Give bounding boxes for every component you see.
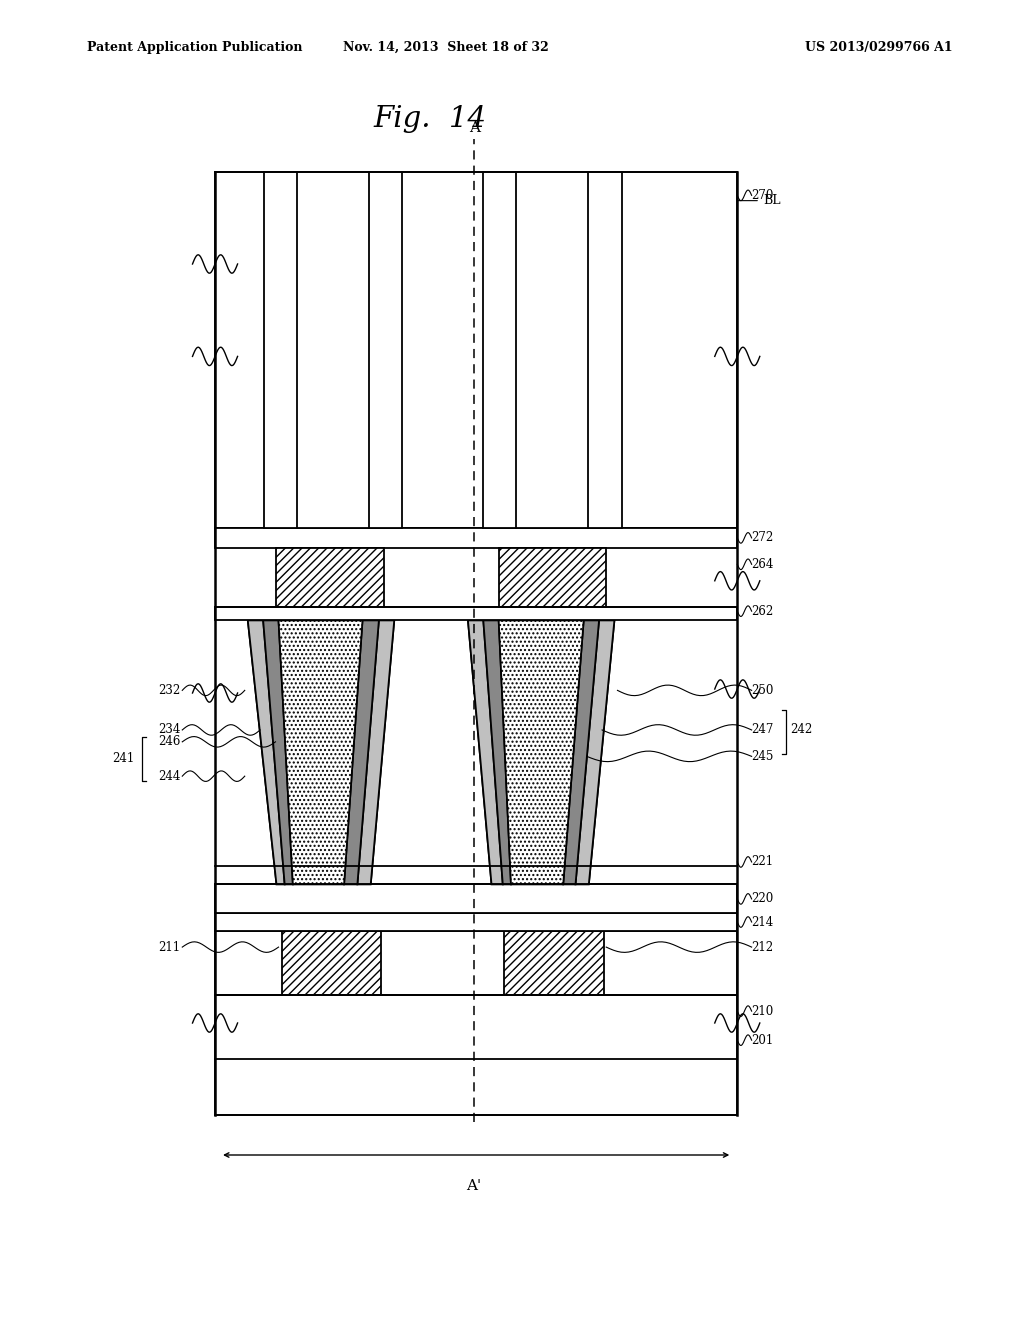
Text: Patent Application Publication: Patent Application Publication	[87, 41, 302, 54]
Bar	[215, 620, 737, 884]
Polygon shape	[248, 620, 285, 884]
Polygon shape	[499, 620, 584, 884]
Bar	[215, 931, 737, 995]
Bar	[215, 607, 737, 620]
Text: 272: 272	[752, 532, 774, 544]
Text: 250: 250	[752, 684, 774, 697]
Text: 212: 212	[752, 941, 774, 953]
Polygon shape	[263, 620, 293, 884]
Bar	[215, 913, 737, 931]
Text: 270: 270	[752, 189, 774, 202]
Bar	[264, 172, 402, 528]
Text: US 2013/0299766 A1: US 2013/0299766 A1	[805, 41, 952, 54]
Text: 221: 221	[752, 855, 774, 869]
Text: 264: 264	[752, 558, 774, 570]
Text: 247: 247	[752, 723, 774, 737]
Bar	[215, 528, 737, 548]
Bar	[499, 548, 606, 607]
Bar	[282, 931, 381, 995]
Text: 244: 244	[158, 770, 180, 783]
Bar	[483, 172, 622, 528]
Polygon shape	[563, 620, 599, 884]
Text: 220: 220	[752, 892, 774, 906]
Text: 214: 214	[752, 916, 774, 928]
Polygon shape	[357, 620, 394, 884]
Text: A': A'	[467, 1179, 481, 1193]
Text: 241: 241	[112, 752, 134, 766]
Polygon shape	[468, 620, 503, 884]
Text: Nov. 14, 2013  Sheet 18 of 32: Nov. 14, 2013 Sheet 18 of 32	[343, 41, 548, 54]
Bar	[276, 548, 384, 607]
Text: Fig.  14: Fig. 14	[374, 104, 486, 133]
Text: 211: 211	[158, 941, 180, 953]
Bar	[215, 884, 737, 913]
Text: 201: 201	[752, 1034, 774, 1047]
Text: BL: BL	[627, 194, 780, 207]
Text: 242: 242	[791, 723, 813, 737]
Text: 245: 245	[752, 750, 774, 763]
Polygon shape	[248, 620, 394, 884]
Polygon shape	[575, 620, 614, 884]
Bar	[215, 172, 737, 528]
Text: 210: 210	[752, 1005, 774, 1018]
Text: 234: 234	[158, 723, 180, 737]
Polygon shape	[344, 620, 379, 884]
Text: A: A	[469, 120, 479, 135]
Polygon shape	[483, 620, 511, 884]
Text: 246: 246	[158, 735, 180, 748]
Polygon shape	[468, 620, 614, 884]
Text: 232: 232	[158, 684, 180, 697]
Text: 262: 262	[752, 605, 774, 618]
Bar	[504, 931, 604, 995]
Bar	[215, 995, 737, 1115]
Polygon shape	[279, 620, 362, 884]
